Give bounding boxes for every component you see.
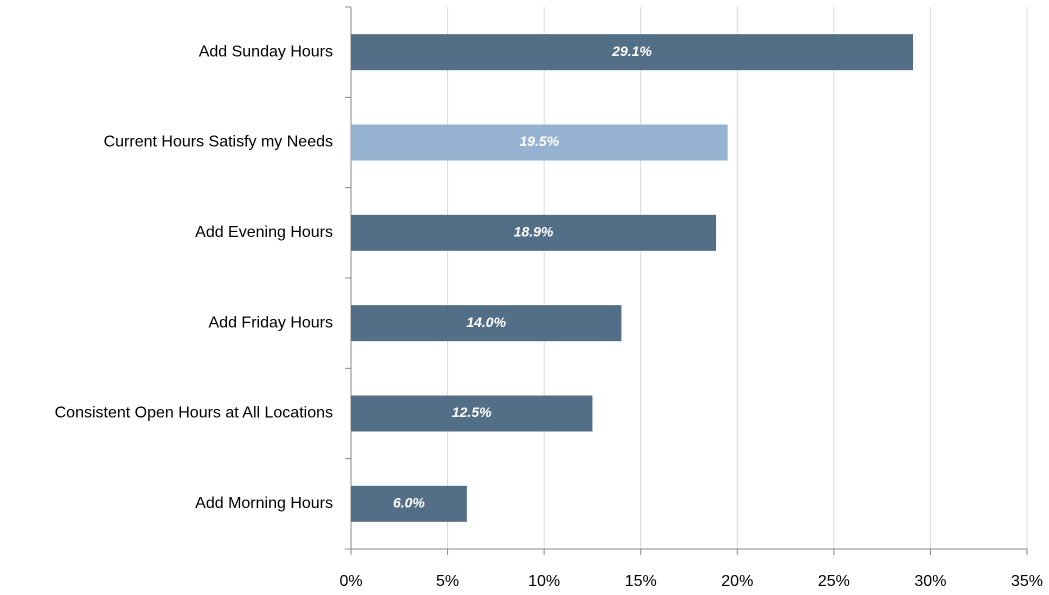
- value-label: 19.5%: [519, 133, 559, 149]
- value-label: 18.9%: [514, 224, 554, 240]
- value-label: 6.0%: [393, 495, 425, 511]
- value-label: 12.5%: [452, 404, 492, 420]
- bar: [351, 305, 622, 342]
- y-tick-label: Add Sunday Hours: [199, 43, 333, 60]
- y-tick-label: Add Morning Hours: [195, 495, 333, 512]
- bar: [351, 214, 717, 251]
- bar: [351, 485, 467, 522]
- y-tick-label: Add Friday Hours: [209, 314, 334, 331]
- bar: [351, 34, 914, 71]
- x-tick-label: 0%: [339, 573, 362, 590]
- x-tick-label: 30%: [914, 573, 946, 590]
- bar: [351, 124, 728, 161]
- y-tick-label: Consistent Open Hours at All Locations: [55, 405, 333, 422]
- bar: [351, 395, 593, 432]
- x-tick-label: 10%: [528, 573, 560, 590]
- value-label: 29.1%: [611, 43, 652, 59]
- x-tick-label: 5%: [436, 573, 459, 590]
- x-tick-label: 15%: [625, 573, 657, 590]
- y-tick-label: Current Hours Satisfy my Needs: [104, 134, 333, 151]
- x-tick-label: 25%: [818, 573, 850, 590]
- x-tick-label: 35%: [1011, 573, 1043, 590]
- x-tick-label: 20%: [721, 573, 753, 590]
- value-label: 14.0%: [466, 314, 506, 330]
- y-tick-label: Add Evening Hours: [195, 224, 333, 241]
